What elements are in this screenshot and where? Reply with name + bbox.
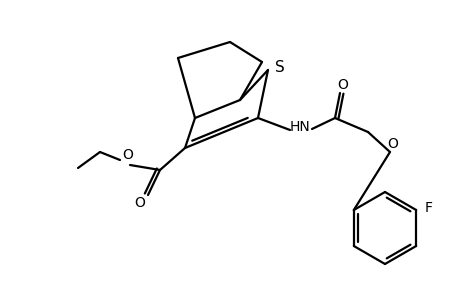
Text: HN: HN: [289, 120, 310, 134]
Text: O: O: [337, 78, 347, 92]
Text: O: O: [134, 196, 145, 210]
Text: O: O: [122, 148, 133, 162]
Text: S: S: [274, 61, 284, 76]
Text: O: O: [387, 137, 397, 151]
Text: F: F: [423, 201, 431, 215]
